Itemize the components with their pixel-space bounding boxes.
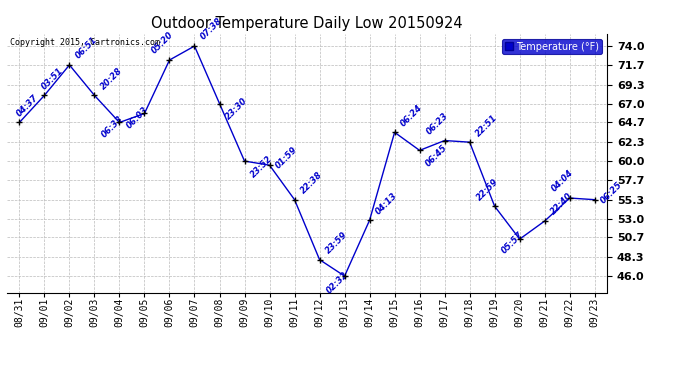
Text: 06:24: 06:24 (399, 103, 424, 128)
Text: 06:03: 06:03 (125, 105, 150, 130)
Text: 04:04: 04:04 (550, 168, 575, 194)
Title: Outdoor Temperature Daily Low 20150924: Outdoor Temperature Daily Low 20150924 (151, 16, 463, 31)
Text: 06:33: 06:33 (100, 114, 126, 139)
Text: 04:37: 04:37 (15, 93, 41, 118)
Text: 22:59: 22:59 (475, 177, 500, 202)
Text: 02:32: 02:32 (325, 270, 351, 296)
Text: 05:57: 05:57 (500, 230, 526, 256)
Text: 06:23: 06:23 (425, 111, 451, 136)
Text: 03:51: 03:51 (40, 66, 66, 91)
Text: 06:25: 06:25 (599, 180, 624, 205)
Text: 23:52: 23:52 (248, 154, 274, 179)
Text: 04:13: 04:13 (374, 190, 399, 216)
Text: 22:40: 22:40 (549, 192, 574, 217)
Text: 01:59: 01:59 (274, 146, 299, 171)
Legend: Temperature (°F): Temperature (°F) (502, 39, 602, 54)
Text: 23:59: 23:59 (324, 230, 349, 255)
Text: 22:51: 22:51 (474, 112, 499, 138)
Text: 20:28: 20:28 (99, 66, 124, 91)
Text: 06:45: 06:45 (424, 143, 449, 168)
Text: 23:30: 23:30 (224, 96, 249, 122)
Text: Copyright 2015, Cartronics.com: Copyright 2015, Cartronics.com (10, 38, 160, 46)
Text: 06:51: 06:51 (74, 35, 99, 61)
Text: 05:20: 05:20 (150, 30, 175, 56)
Text: 22:38: 22:38 (299, 170, 324, 195)
Text: 07:38: 07:38 (199, 16, 224, 42)
